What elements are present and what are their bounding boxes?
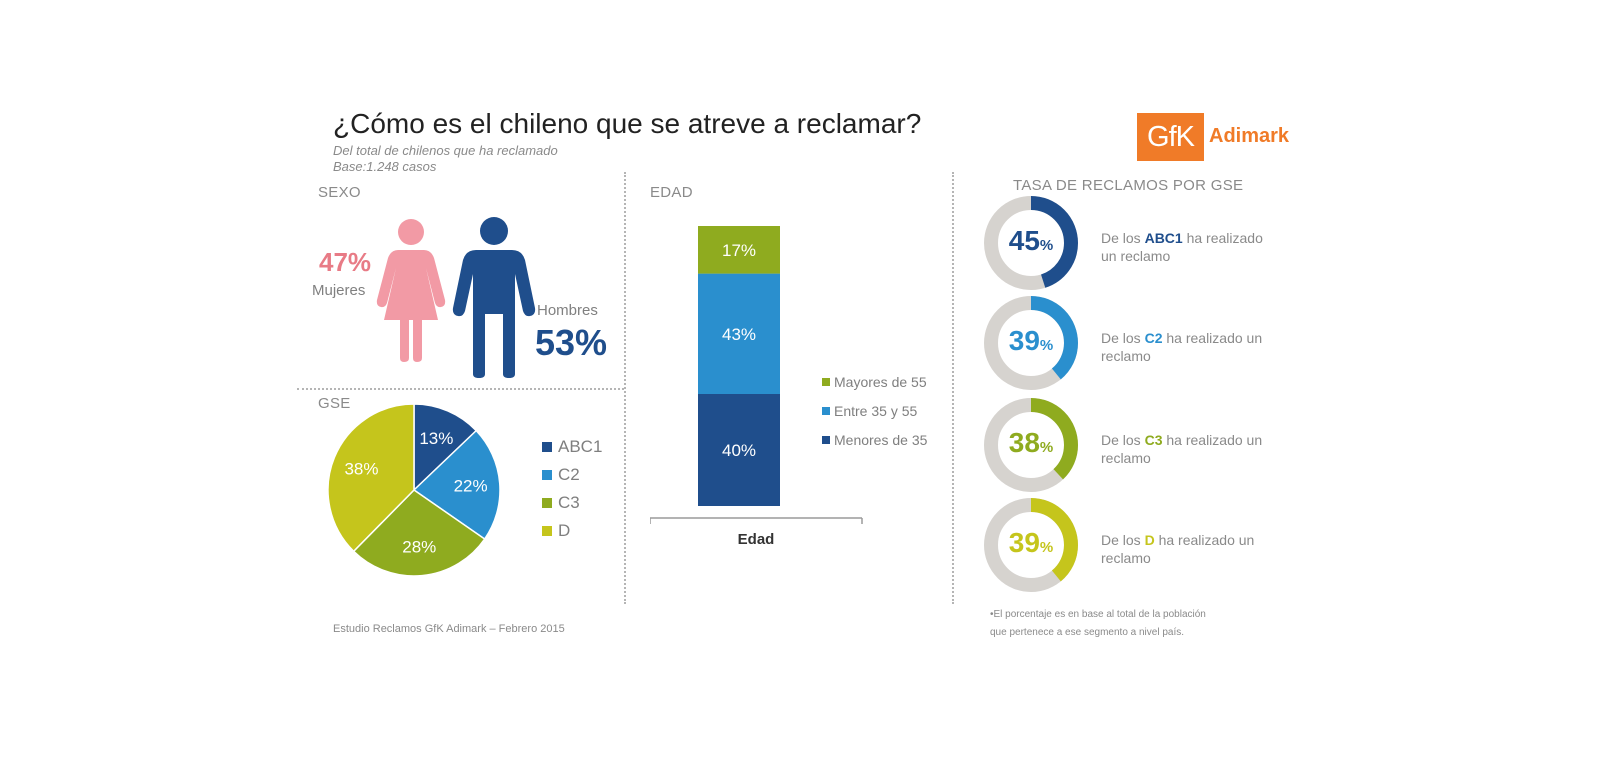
gse-legend-item: D [542,521,570,541]
gse-legend: ABC1 C2 C3 D [542,437,622,547]
rate-unit: % [1039,337,1054,354]
edad-legend-item: Entre 35 y 55 [822,403,917,419]
woman-icon [376,219,446,362]
edad-legend: Mayores de 55 Entre 35 y 55 Menores de 3… [822,374,952,448]
legend-label: C2 [558,465,580,484]
edad-heading: EDAD [650,184,693,201]
rate-value: 39% [983,527,1079,559]
female-label: Mujeres [312,282,366,299]
gfk-adimark-logo: GfK Adimark [1137,113,1290,161]
man-icon [452,217,536,378]
pie-slice-c3 [352,489,486,577]
pie-slice-d [328,404,415,553]
divider-left [624,172,626,604]
legend-label: Mayores de 55 [834,374,927,390]
rate-unit: % [1039,539,1054,556]
legend-label: C3 [558,493,580,512]
rate-description: De los D ha realizado un reclamo [1101,532,1255,566]
pie-slice-c2 [412,429,501,541]
bar-value-label: 43% [722,325,756,344]
rate-number: 39 [1008,325,1040,356]
gse-legend-item: C2 [542,465,580,485]
segment-name: D [1144,532,1155,548]
divider-horizontal [297,388,624,390]
footnote-line: •El porcentaje es en base al total de la… [990,609,1206,620]
bar-value-label: 17% [722,241,756,260]
tasa-row-c2: 39% De los C2 ha realizado un reclamo [983,295,1283,391]
rate-description: De los C2 ha realizado un reclamo [1101,330,1263,364]
legend-swatch [542,498,552,508]
male-label: Hombres [537,302,598,319]
tasa-row-d: 39% De los D ha realizado un reclamo [983,497,1283,593]
rate-number: 45 [1008,225,1040,256]
male-percent: 53% [535,322,608,363]
tasa-heading: TASA DE RECLAMOS POR GSE [1013,177,1244,194]
segment-name: ABC1 [1144,230,1183,246]
pie-label-c2: 22% [454,477,488,496]
sexo-heading: SEXO [318,184,361,201]
segment-name: C3 [1144,432,1163,448]
divider-right [952,172,954,604]
page-title: ¿Cómo es el chileno que se atreve a recl… [333,108,922,139]
gse-heading: GSE [318,395,351,412]
bar-segment [698,394,780,506]
donut-chart [984,296,1078,390]
legend-swatch [542,526,552,536]
gse-legend-item: C3 [542,493,580,513]
legend-swatch [542,442,552,452]
bar-segment [698,273,780,394]
tasa-row-abc1: 45% De los ABC1 ha realizado un reclamo [983,195,1283,291]
rate-value: 39% [983,325,1079,357]
pie-slice-abc1 [413,404,478,492]
bar-value-label: 40% [722,441,756,460]
donut-arc [984,498,1078,592]
logo-brand: Adimark [1209,125,1290,147]
rate-number: 39 [1008,527,1040,558]
donut-chart [984,398,1078,492]
donut-arc [984,196,1078,290]
donut-arc [984,398,1078,492]
rate-value: 38% [983,427,1079,459]
legend-label: Entre 35 y 55 [834,403,918,419]
tasa-row-c3: 38% De los C3 ha realizado un reclamo [983,397,1283,493]
logo-box: GfK [1137,113,1204,161]
rate-description: De los ABC1 ha realizado un reclamo [1101,230,1263,264]
bar-segment [698,226,780,274]
pie-label-c3: 28% [402,538,436,557]
rate-number: 38 [1008,427,1040,458]
gse-legend-item: ABC1 [542,437,602,457]
pie-label-abc1: 13% [419,429,453,448]
segment-name: C2 [1144,330,1163,346]
tasa-footnote: •El porcentaje es en base al total de la… [990,606,1206,642]
x-tick-label: Edad [738,531,775,548]
rate-unit: % [1039,237,1054,254]
donut-chart [984,498,1078,592]
legend-swatch [542,470,552,480]
subtitle-population: Del total de chilenos que ha reclamado [333,143,558,158]
rate-unit: % [1039,439,1054,456]
rate-description: De los C3 ha realizado un reclamo [1101,432,1263,466]
legend-label: ABC1 [558,437,603,456]
legend-swatch [822,436,830,444]
edad-legend-item: Menores de 35 [822,432,927,448]
rate-value: 45% [983,225,1079,257]
donut-arc [984,296,1078,390]
subtitle-base: Base:1.248 casos [333,159,437,174]
edad-stacked-bar-chart: 40% 43% 17% Edad [650,226,863,548]
female-percent: 47% [319,247,372,277]
edad-legend-item: Mayores de 55 [822,374,927,390]
source-footer: Estudio Reclamos GfK Adimark – Febrero 2… [333,623,565,635]
legend-swatch [822,407,830,415]
legend-swatch [822,378,830,386]
pie-label-d: 38% [344,459,378,478]
donut-chart [984,196,1078,290]
legend-label: Menores de 35 [834,432,928,448]
gse-pie-chart: 13% 22% 28% 38% [328,404,501,577]
legend-label: D [558,521,571,540]
footnote-line: que pertenece a ese segmento a nivel paí… [990,627,1185,638]
